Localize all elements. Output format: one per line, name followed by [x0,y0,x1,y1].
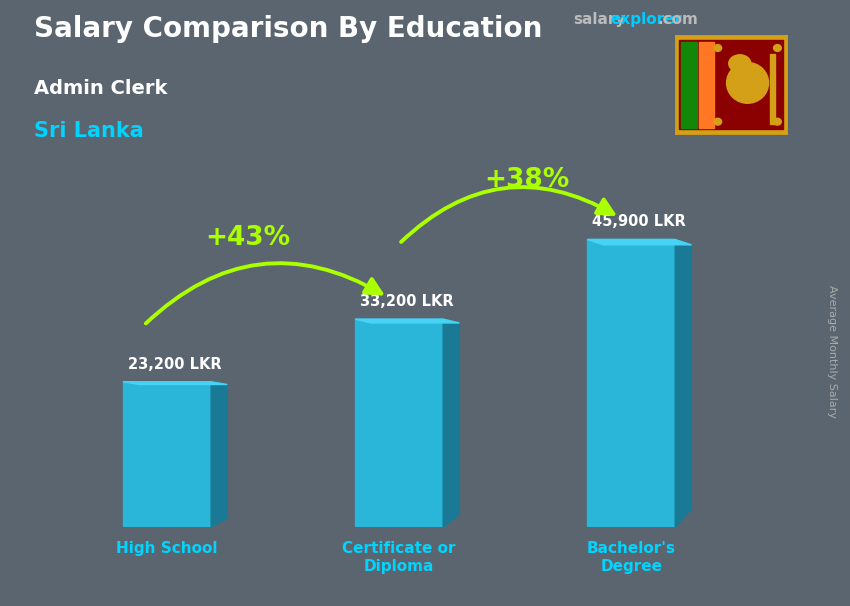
Text: 45,900 LKR: 45,900 LKR [592,215,686,230]
Text: salary: salary [574,12,626,27]
Bar [587,239,675,527]
Ellipse shape [714,118,722,125]
Bar [699,42,714,127]
Ellipse shape [774,118,781,125]
Text: +38%: +38% [484,167,570,193]
Text: 23,200 LKR: 23,200 LKR [128,357,222,371]
Bar [355,319,443,527]
Text: Average Monthly Salary: Average Monthly Salary [827,285,837,418]
Polygon shape [123,382,227,384]
Polygon shape [355,319,460,323]
Text: 33,200 LKR: 33,200 LKR [360,294,454,309]
Polygon shape [587,239,692,245]
Ellipse shape [774,45,781,52]
Polygon shape [211,382,227,527]
Text: Salary Comparison By Education: Salary Comparison By Education [34,15,542,43]
Bar [720,61,768,114]
Text: Sri Lanka: Sri Lanka [34,121,144,141]
Text: .com: .com [657,12,698,27]
Ellipse shape [728,55,751,72]
Bar [123,382,211,527]
Bar [769,54,775,124]
Polygon shape [675,239,692,527]
Ellipse shape [714,45,722,52]
Polygon shape [443,319,460,527]
Text: +43%: +43% [206,225,291,251]
Text: Admin Clerk: Admin Clerk [34,79,167,98]
Ellipse shape [727,62,768,103]
Text: explorer: explorer [610,12,683,27]
Bar [681,42,697,127]
